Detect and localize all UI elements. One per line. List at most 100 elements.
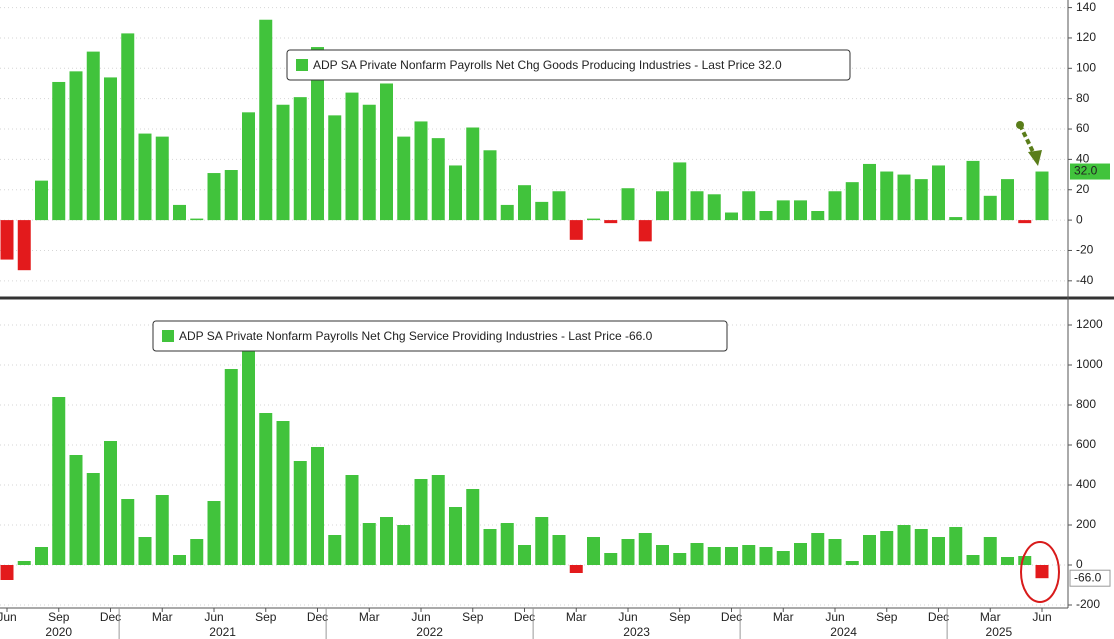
legend-label: ADP SA Private Nonfarm Payrolls Net Chg … xyxy=(313,58,782,72)
y-tick-label: 100 xyxy=(1076,60,1096,74)
x-tick-label: Sep xyxy=(462,610,484,624)
x-tick-label: Dec xyxy=(100,610,121,624)
annotation-arrowhead xyxy=(1028,150,1042,166)
bar xyxy=(362,104,376,221)
bar xyxy=(259,19,273,221)
y-tick-label: -40 xyxy=(1076,273,1094,287)
annotation-dot xyxy=(1016,121,1024,129)
x-tick-label: Jun xyxy=(411,610,430,624)
bar xyxy=(725,547,738,565)
bar xyxy=(466,489,480,565)
x-tick-label: Jun xyxy=(204,610,223,624)
y-tick-label: 0 xyxy=(1076,557,1083,571)
x-tick-label: Dec xyxy=(514,610,535,624)
bar xyxy=(155,495,169,565)
x-tick-label: Dec xyxy=(307,610,328,624)
bar xyxy=(742,191,756,221)
bar xyxy=(173,555,186,565)
x-tick-label: Dec xyxy=(928,610,949,624)
bar xyxy=(276,104,290,221)
x-year-label: 2022 xyxy=(416,625,443,639)
bar xyxy=(604,220,618,224)
bar xyxy=(500,523,514,565)
bar xyxy=(776,200,790,221)
bar xyxy=(863,535,876,565)
x-tick-label: Jun xyxy=(618,610,637,624)
legend: ADP SA Private Nonfarm Payrolls Net Chg … xyxy=(286,49,851,81)
bar xyxy=(621,188,635,221)
bar xyxy=(569,565,583,573)
bar xyxy=(311,447,324,565)
bar xyxy=(932,537,945,565)
bar xyxy=(35,547,48,565)
x-tick-label: Sep xyxy=(876,610,898,624)
bar xyxy=(224,170,238,221)
y-tick-label: 20 xyxy=(1076,182,1090,196)
bar xyxy=(518,185,531,221)
bar xyxy=(914,179,928,221)
last-value-label: -66.0 xyxy=(1074,570,1102,584)
bar xyxy=(535,201,549,221)
last-value-tag xyxy=(1069,569,1111,587)
bar xyxy=(259,413,273,565)
bar xyxy=(138,133,152,221)
bar xyxy=(52,397,66,565)
bar xyxy=(949,527,963,565)
y-tick-label: 600 xyxy=(1076,437,1096,451)
legend-label: ADP SA Private Nonfarm Payrolls Net Chg … xyxy=(179,329,653,343)
bar xyxy=(345,92,359,221)
bar xyxy=(328,535,342,565)
x-tick-label: Mar xyxy=(566,610,587,624)
y-tick-label: 1200 xyxy=(1076,317,1103,331)
bar xyxy=(673,162,687,221)
bar xyxy=(845,561,859,565)
bar xyxy=(1035,565,1049,579)
bar xyxy=(725,212,738,221)
bar xyxy=(518,545,531,565)
bar xyxy=(121,499,135,565)
bar xyxy=(86,473,100,565)
bar xyxy=(414,479,428,565)
x-tick-label: Mar xyxy=(359,610,380,624)
bar xyxy=(17,220,31,271)
bar xyxy=(707,547,721,565)
bar xyxy=(863,163,876,221)
y-tick-label: 0 xyxy=(1076,212,1083,226)
bar xyxy=(759,210,773,221)
bar xyxy=(983,195,997,221)
bar xyxy=(759,547,773,565)
bar xyxy=(1035,171,1049,221)
bar xyxy=(552,191,566,221)
x-year-label: 2024 xyxy=(830,625,857,639)
bar xyxy=(621,539,635,565)
bar xyxy=(690,191,704,221)
x-tick-label: Jun xyxy=(825,610,844,624)
bar xyxy=(500,204,514,221)
x-tick-label: Sep xyxy=(48,610,70,624)
bar xyxy=(690,543,704,565)
bar xyxy=(17,561,31,565)
x-tick-label: Jun xyxy=(0,610,17,624)
bar xyxy=(794,200,807,221)
bar xyxy=(966,160,980,221)
y-tick-label: -200 xyxy=(1076,597,1100,611)
bar xyxy=(397,136,411,221)
bar xyxy=(811,533,825,565)
bar xyxy=(897,174,911,221)
bar xyxy=(104,441,117,565)
legend-swatch xyxy=(296,59,308,71)
x-tick-label: Mar xyxy=(152,610,173,624)
bar xyxy=(242,112,255,221)
bar xyxy=(949,217,963,221)
bar xyxy=(86,51,100,221)
bar xyxy=(207,501,221,565)
bar xyxy=(483,150,497,221)
bar xyxy=(552,535,566,565)
bar xyxy=(207,173,221,221)
annotation-circle xyxy=(1020,541,1060,603)
bar xyxy=(535,517,549,565)
y-tick-label: 800 xyxy=(1076,397,1096,411)
bar xyxy=(380,517,393,565)
bar xyxy=(431,138,445,221)
